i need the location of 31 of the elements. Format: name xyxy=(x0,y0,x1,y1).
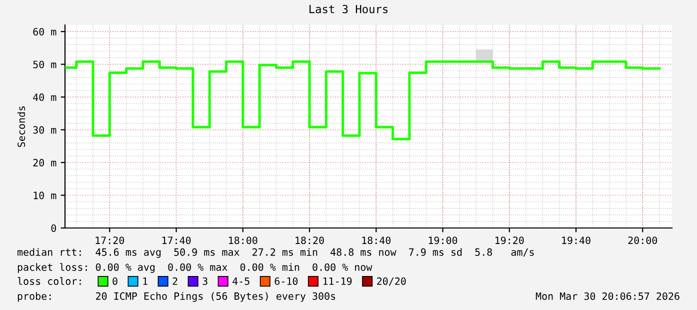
text: Mon Mar 30 20:06:57 2026 xyxy=(536,292,680,300)
legend-label: 4-5 xyxy=(232,277,250,285)
legend-label: 3 xyxy=(202,277,208,285)
x-tick-label: 18:20 xyxy=(296,236,324,244)
x-tick-label: 17:20 xyxy=(96,236,124,244)
legend-label: 0 xyxy=(112,277,118,285)
x-tick-label: 17:40 xyxy=(162,236,191,244)
legend-title: loss color: xyxy=(18,277,81,285)
legend-label: 20/20 xyxy=(377,277,406,286)
text: median rtt: 45.6 ms avg 50.9 ms max 27.2 ms min 48.8 ms now 7.9 ms sd 5.8 am/s xyxy=(18,248,534,258)
x-tick-label: 19:00 xyxy=(428,236,458,244)
chart-title: Last 3 Hours xyxy=(310,4,388,14)
legend-label: 2 xyxy=(172,277,178,285)
x-tick-label: 19:40 xyxy=(562,236,590,244)
y-tick-label: 10 m xyxy=(34,192,56,200)
x-tick-label: 20:00 xyxy=(628,236,658,244)
text: probe: 20 ICMP Echo Pings (56 Bytes) every 300s xyxy=(18,292,336,302)
y-tick-label: 30 m xyxy=(33,126,56,134)
y-axis-title: Seconds xyxy=(17,106,26,147)
legend-label: 1 xyxy=(143,277,148,285)
x-tick-label: 19:20 xyxy=(496,236,524,244)
y-tick-label: 0 xyxy=(51,224,56,232)
x-tick-label: 18:40 xyxy=(362,236,391,244)
x-tick-label: 18:00 xyxy=(229,236,258,244)
y-tick-label: 50 m xyxy=(33,60,56,68)
y-tick-label: 60 m xyxy=(33,28,56,36)
legend-label: 6-10 xyxy=(274,277,298,285)
y-tick-label: 40 m xyxy=(33,93,56,101)
text: packet loss: 0.00 % avg 0.00 % max 0.00 % min 0.00 % now xyxy=(18,263,372,273)
y-tick-label: 20 m xyxy=(33,158,56,166)
legend-label: 11-19 xyxy=(323,277,352,285)
